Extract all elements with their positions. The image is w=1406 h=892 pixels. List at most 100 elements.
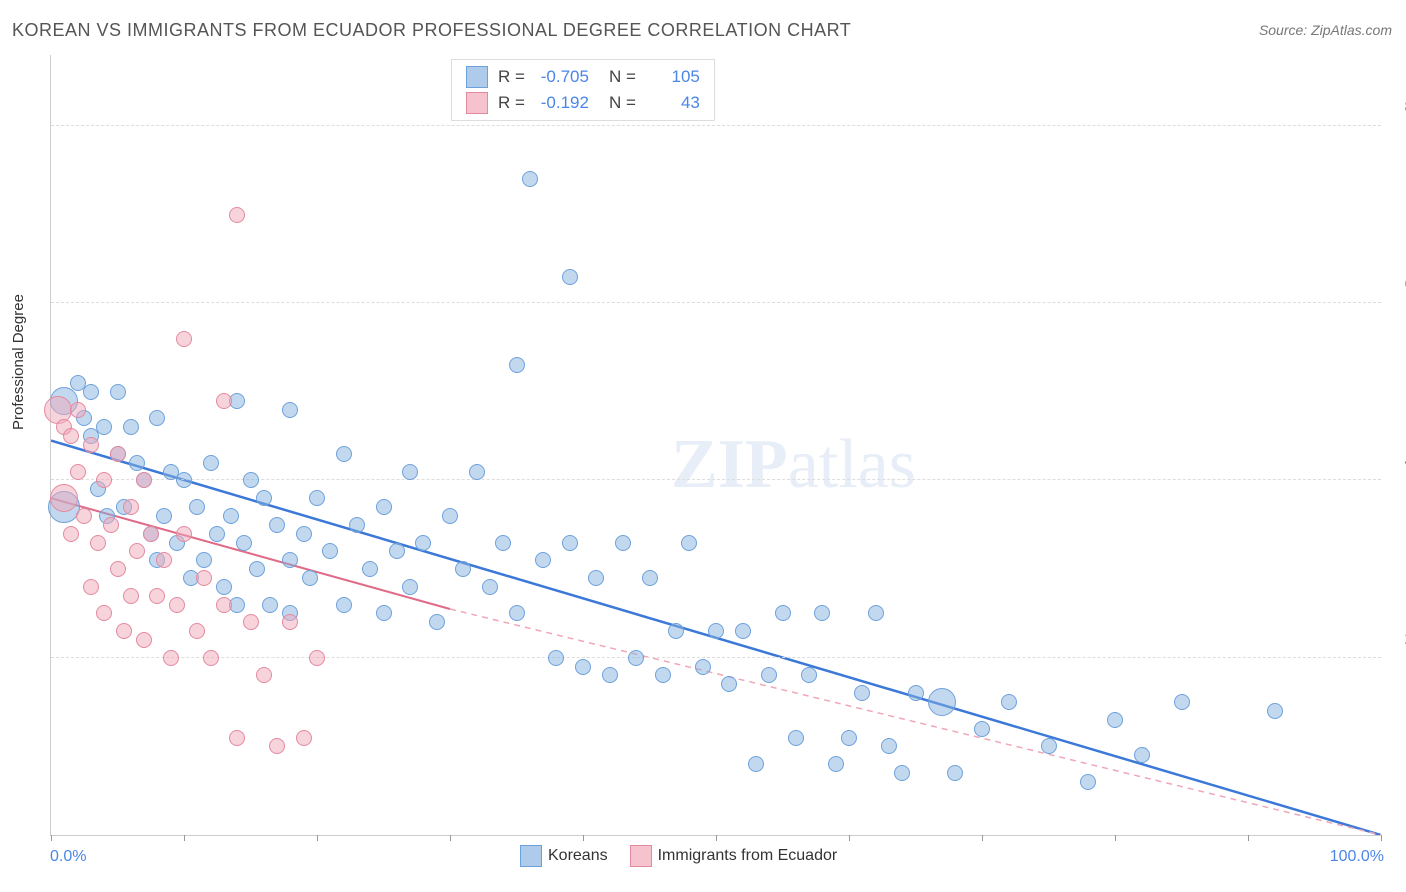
scatter-point-koreans: [708, 623, 724, 639]
scatter-point-koreans: [269, 517, 285, 533]
scatter-point-koreans: [681, 535, 697, 551]
scatter-point-koreans: [402, 464, 418, 480]
scatter-point-koreans: [1134, 747, 1150, 763]
scatter-point-ecuador: [70, 464, 86, 480]
scatter-point-koreans: [655, 667, 671, 683]
legend-swatch-pink: [466, 92, 488, 114]
source-label: Source: ZipAtlas.com: [1259, 22, 1392, 38]
scatter-point-koreans: [947, 765, 963, 781]
scatter-point-koreans: [302, 570, 318, 586]
n-value-ecuador: 43: [646, 90, 700, 116]
scatter-point-koreans: [495, 535, 511, 551]
scatter-point-ecuador: [63, 428, 79, 444]
scatter-point-koreans: [522, 171, 538, 187]
scatter-point-ecuador: [176, 331, 192, 347]
scatter-point-ecuador: [96, 605, 112, 621]
scatter-point-koreans: [236, 535, 252, 551]
scatter-point-ecuador: [50, 484, 78, 512]
scatter-point-koreans: [110, 384, 126, 400]
correlation-row-koreans: R = -0.705 N = 105: [466, 64, 700, 90]
scatter-point-koreans: [362, 561, 378, 577]
x-tick-min: 0.0%: [50, 848, 86, 866]
scatter-point-koreans: [615, 535, 631, 551]
scatter-point-koreans: [788, 730, 804, 746]
gridline: [51, 125, 1381, 126]
scatter-point-koreans: [209, 526, 225, 542]
scatter-point-koreans: [814, 605, 830, 621]
scatter-point-koreans: [83, 384, 99, 400]
scatter-point-koreans: [296, 526, 312, 542]
scatter-point-koreans: [189, 499, 205, 515]
chart-title: KOREAN VS IMMIGRANTS FROM ECUADOR PROFES…: [12, 20, 851, 41]
scatter-point-ecuador: [129, 543, 145, 559]
x-tick: [1248, 835, 1249, 841]
scatter-point-koreans: [336, 446, 352, 462]
series-legend: Koreans Immigrants from Ecuador: [520, 845, 837, 867]
scatter-point-ecuador: [196, 570, 212, 586]
scatter-point-ecuador: [156, 552, 172, 568]
scatter-point-ecuador: [189, 623, 205, 639]
scatter-point-ecuador: [83, 437, 99, 453]
scatter-point-koreans: [376, 605, 392, 621]
scatter-point-koreans: [1041, 738, 1057, 754]
scatter-point-koreans: [535, 552, 551, 568]
scatter-point-koreans: [974, 721, 990, 737]
scatter-point-ecuador: [269, 738, 285, 754]
plot-area: ZIPatlas R = -0.705 N = 105 R = -0.192 N…: [50, 55, 1381, 836]
scatter-point-ecuador: [163, 650, 179, 666]
scatter-point-ecuador: [243, 614, 259, 630]
y-tick-label: 6.0%: [1391, 276, 1406, 294]
correlation-row-ecuador: R = -0.192 N = 43: [466, 90, 700, 116]
scatter-point-ecuador: [176, 526, 192, 542]
scatter-point-koreans: [429, 614, 445, 630]
scatter-point-ecuador: [96, 472, 112, 488]
scatter-point-ecuador: [296, 730, 312, 746]
scatter-point-ecuador: [216, 393, 232, 409]
scatter-point-koreans: [668, 623, 684, 639]
scatter-point-ecuador: [123, 499, 139, 515]
scatter-point-koreans: [1107, 712, 1123, 728]
legend-swatch-blue: [520, 845, 542, 867]
n-value-koreans: 105: [646, 64, 700, 90]
x-tick: [51, 835, 52, 841]
scatter-point-koreans: [482, 579, 498, 595]
chart-container: KOREAN VS IMMIGRANTS FROM ECUADOR PROFES…: [0, 0, 1406, 892]
scatter-point-koreans: [442, 508, 458, 524]
scatter-point-koreans: [854, 685, 870, 701]
scatter-point-koreans: [336, 597, 352, 613]
scatter-point-ecuador: [216, 597, 232, 613]
scatter-point-ecuador: [123, 588, 139, 604]
legend-label-koreans: Koreans: [548, 847, 608, 864]
scatter-point-koreans: [828, 756, 844, 772]
scatter-point-koreans: [415, 535, 431, 551]
x-tick: [849, 835, 850, 841]
scatter-point-koreans: [548, 650, 564, 666]
scatter-point-koreans: [881, 738, 897, 754]
scatter-point-ecuador: [116, 623, 132, 639]
scatter-point-koreans: [642, 570, 658, 586]
gridline: [51, 302, 1381, 303]
scatter-point-koreans: [389, 543, 405, 559]
scatter-point-koreans: [928, 688, 956, 716]
scatter-point-ecuador: [90, 535, 106, 551]
scatter-point-koreans: [455, 561, 471, 577]
scatter-point-koreans: [735, 623, 751, 639]
scatter-point-koreans: [282, 402, 298, 418]
scatter-point-koreans: [575, 659, 591, 675]
scatter-point-koreans: [1267, 703, 1283, 719]
scatter-point-ecuador: [143, 526, 159, 542]
scatter-point-koreans: [223, 508, 239, 524]
scatter-point-koreans: [695, 659, 711, 675]
scatter-point-koreans: [123, 419, 139, 435]
scatter-point-ecuador: [229, 207, 245, 223]
r-value-koreans: -0.705: [535, 64, 589, 90]
scatter-point-ecuador: [83, 579, 99, 595]
legend-item-ecuador: Immigrants from Ecuador: [630, 845, 838, 867]
gridline: [51, 657, 1381, 658]
scatter-point-koreans: [562, 535, 578, 551]
x-tick: [1381, 835, 1382, 841]
scatter-point-koreans: [588, 570, 604, 586]
scatter-point-koreans: [628, 650, 644, 666]
x-tick: [184, 835, 185, 841]
watermark-zip: ZIP: [671, 426, 788, 503]
